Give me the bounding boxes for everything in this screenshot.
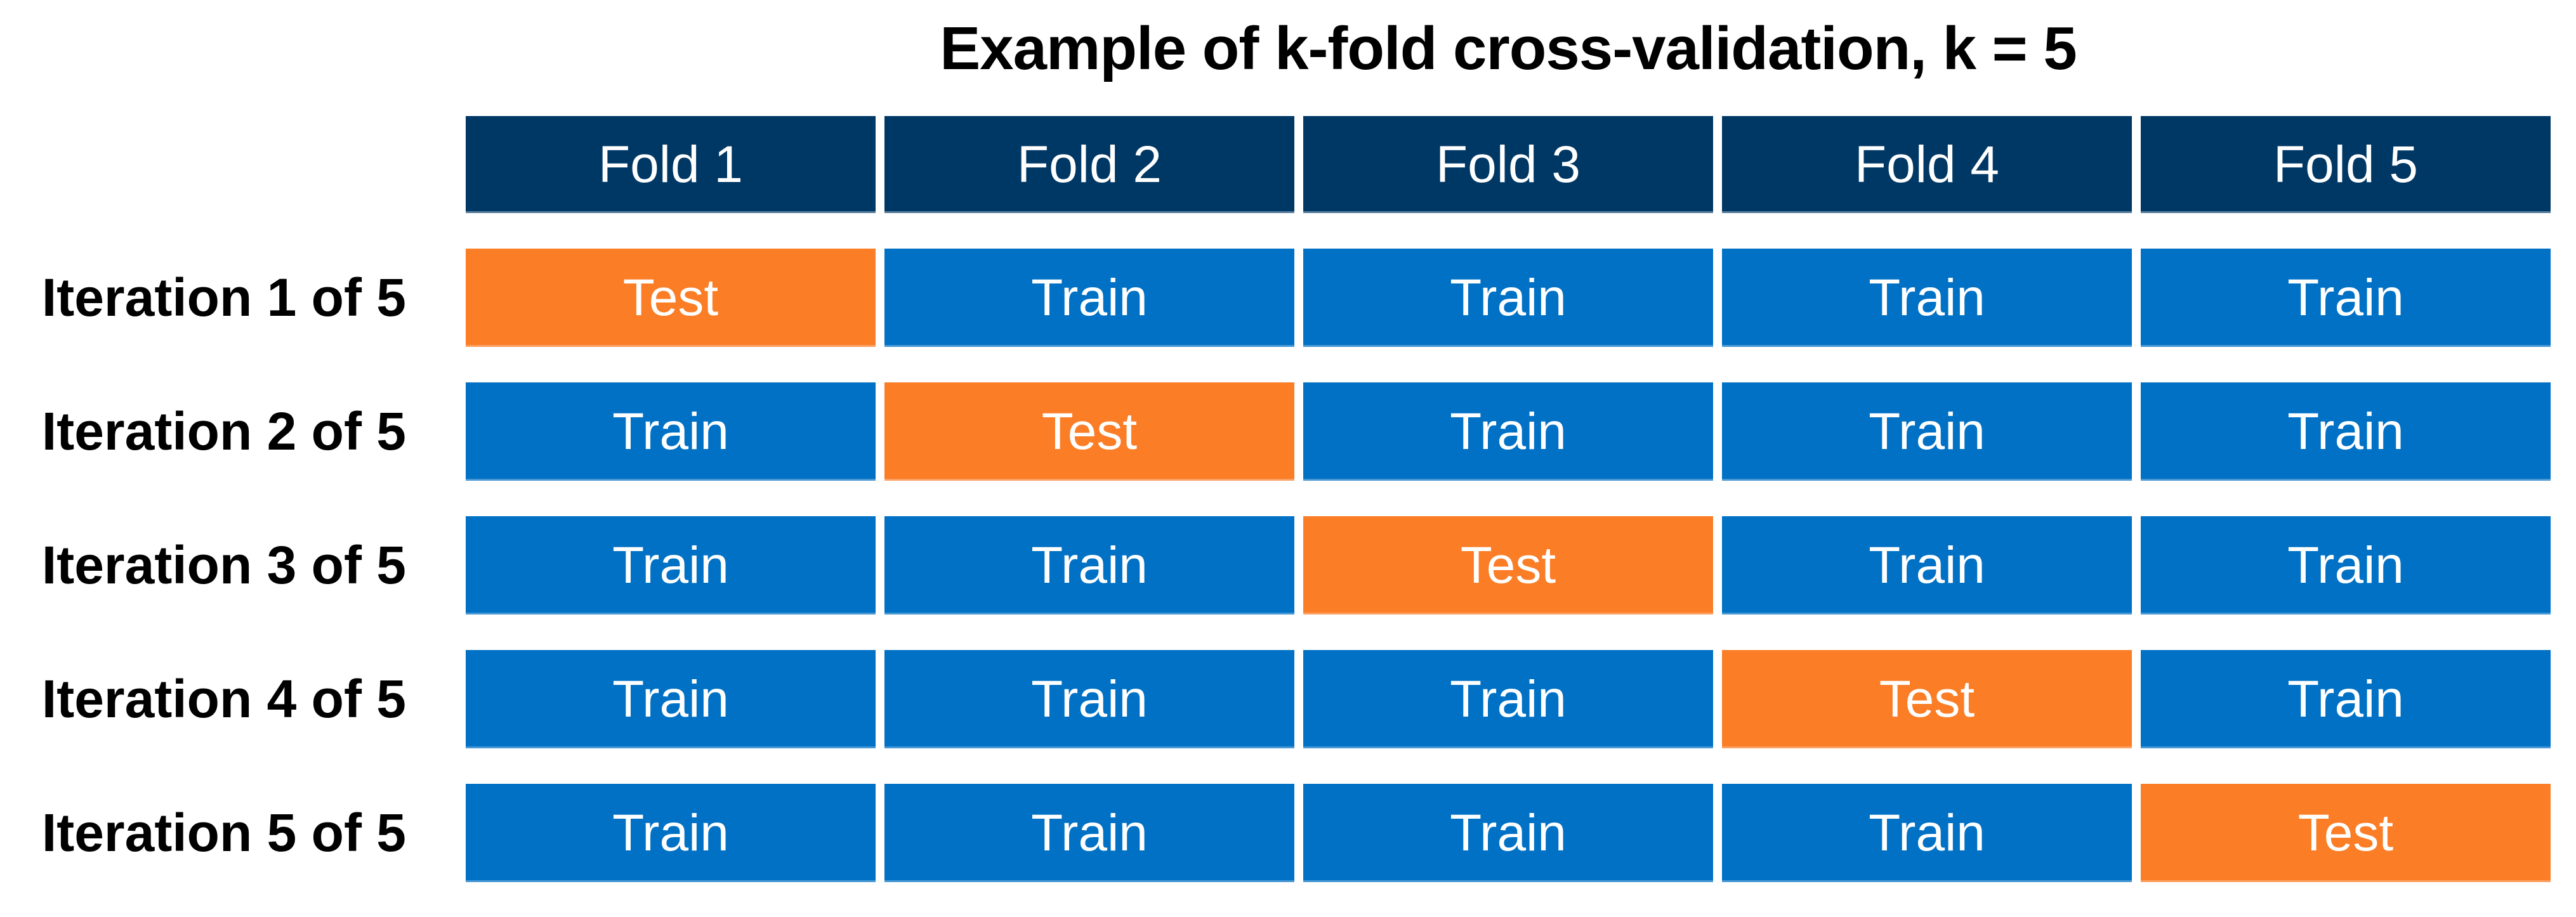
train-cell-r3-c1: Train xyxy=(466,516,876,615)
train-cell-r4-c1: Train xyxy=(466,650,876,748)
test-cell-r1-c1: Test xyxy=(466,249,876,347)
train-cell-r5-c4: Train xyxy=(1722,784,2132,882)
fold-header-4: Fold 4 xyxy=(1722,116,2132,213)
test-cell-r5-c5: Test xyxy=(2141,784,2551,882)
fold-header-1: Fold 1 xyxy=(466,116,876,213)
train-cell-r3-c5: Train xyxy=(2141,516,2551,615)
iteration-label-2: Iteration 2 of 5 xyxy=(41,401,406,461)
iteration-label-4: Iteration 4 of 5 xyxy=(41,669,406,729)
train-cell-r2-c3: Train xyxy=(1303,382,1713,481)
fold-header-5: Fold 5 xyxy=(2141,116,2551,213)
train-cell-r5-c1: Train xyxy=(466,784,876,882)
train-cell-r2-c5: Train xyxy=(2141,382,2551,481)
train-cell-r5-c2: Train xyxy=(884,784,1294,882)
fold-header-3: Fold 3 xyxy=(1303,116,1713,213)
train-cell-r1-c2: Train xyxy=(884,249,1294,347)
train-cell-r1-c4: Train xyxy=(1722,249,2132,347)
train-cell-r1-c5: Train xyxy=(2141,249,2551,347)
train-cell-r1-c3: Train xyxy=(1303,249,1713,347)
test-cell-r4-c4: Test xyxy=(1722,650,2132,748)
train-cell-r4-c5: Train xyxy=(2141,650,2551,748)
train-cell-r3-c4: Train xyxy=(1722,516,2132,615)
train-cell-r4-c3: Train xyxy=(1303,650,1713,748)
fold-header-2: Fold 2 xyxy=(884,116,1294,213)
iteration-label-5: Iteration 5 of 5 xyxy=(41,803,406,862)
train-cell-r5-c3: Train xyxy=(1303,784,1713,882)
test-cell-r2-c2: Test xyxy=(884,382,1294,481)
grid-corner-spacer xyxy=(28,116,457,213)
train-cell-r2-c1: Train xyxy=(466,382,876,481)
train-cell-r3-c2: Train xyxy=(884,516,1294,615)
train-cell-r2-c4: Train xyxy=(1722,382,2132,481)
train-cell-r4-c2: Train xyxy=(884,650,1294,748)
kfold-grid: Fold 1 Fold 2 Fold 3 Fold 4 Fold 5 Iteration … xyxy=(28,116,2551,882)
iteration-label-3: Iteration 3 of 5 xyxy=(41,535,406,595)
diagram-title: Example of k-fold cross-validation, k = … xyxy=(940,15,2077,82)
test-cell-r3-c3: Test xyxy=(1303,516,1713,615)
iteration-label-1: Iteration 1 of 5 xyxy=(41,268,406,327)
